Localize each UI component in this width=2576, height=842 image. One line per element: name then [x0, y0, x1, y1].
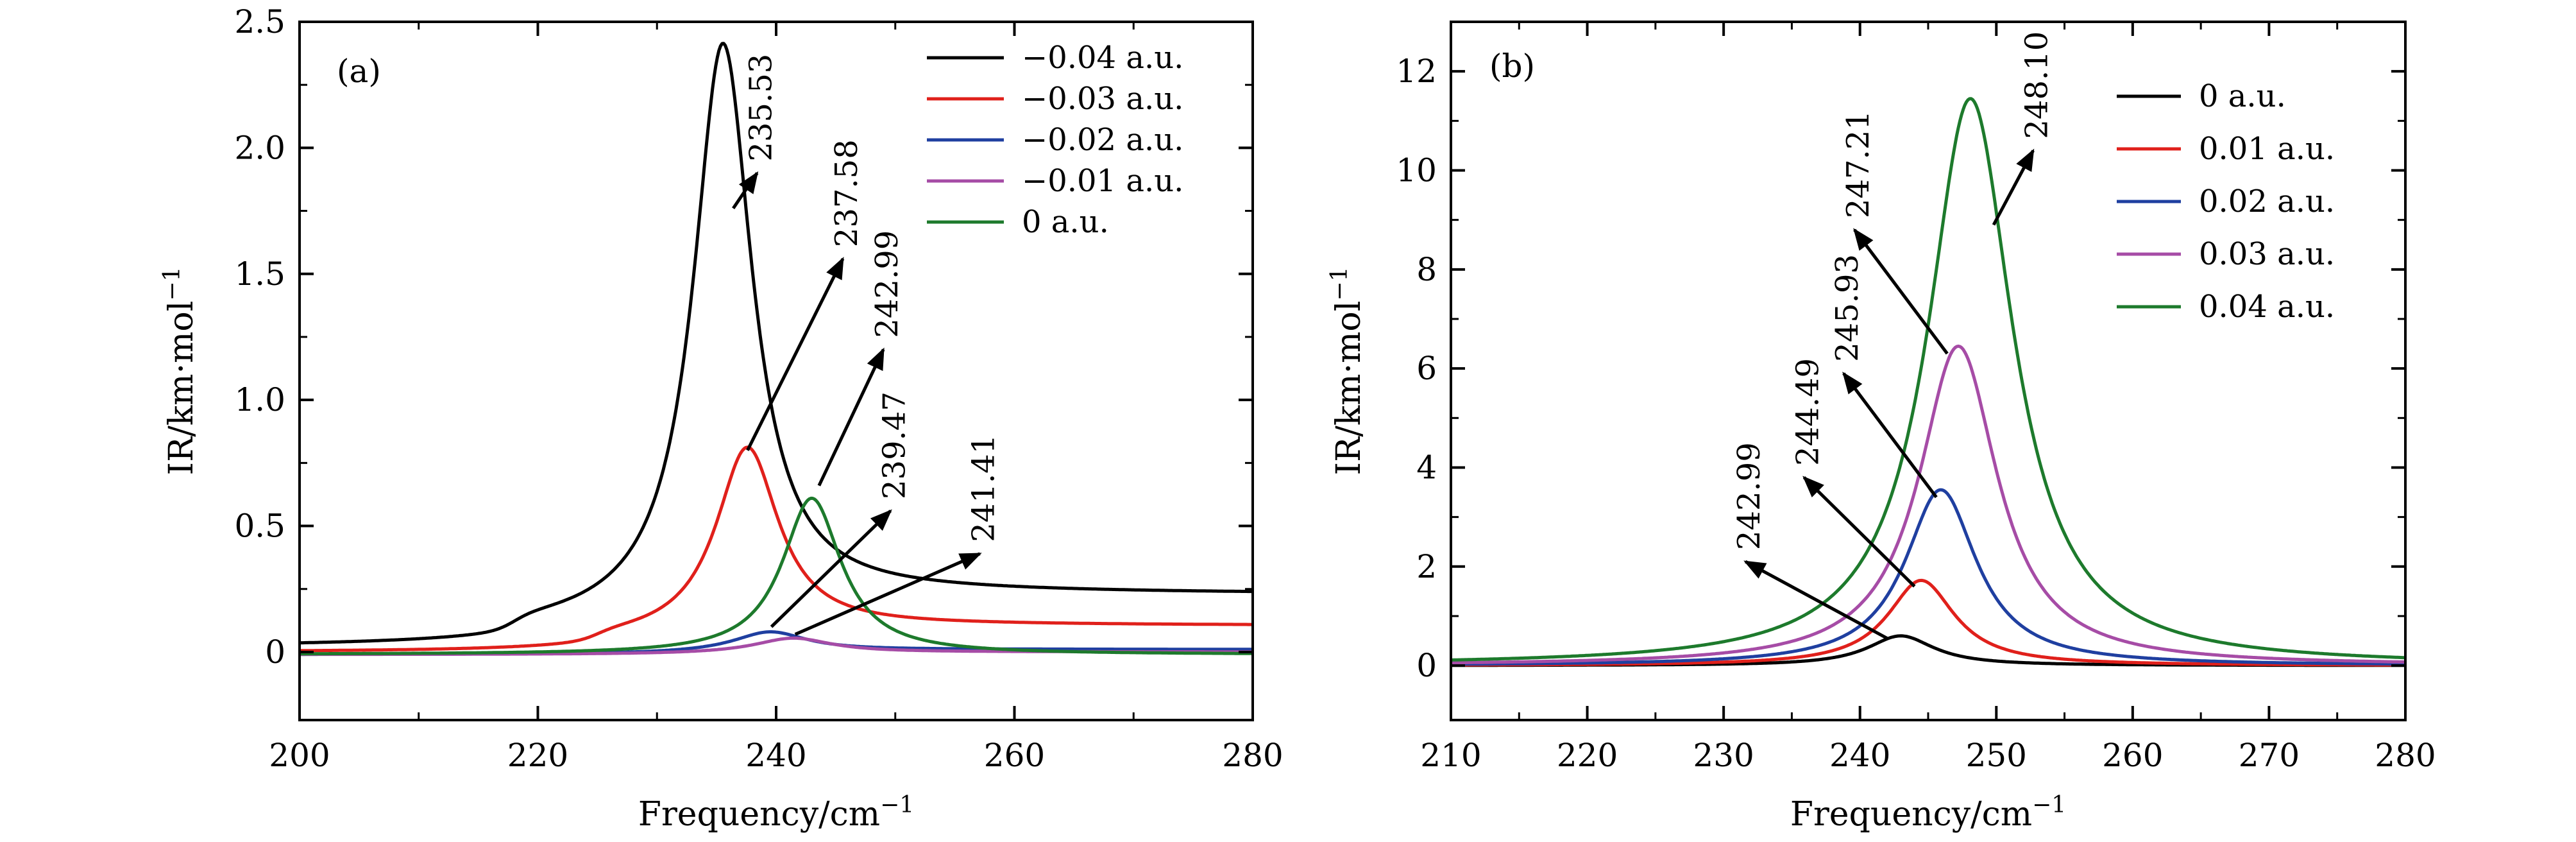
annotation-arrow-2 [1842, 372, 1938, 499]
x-tick-label: 250 [1966, 737, 2027, 774]
y-tick-label: 0.5 [234, 508, 285, 545]
x-tick-label: 270 [2239, 737, 2300, 774]
y-tick-label: 12 [1396, 53, 1437, 90]
series-line-1 [300, 445, 1253, 653]
legend-label-0: −0.04 a.u. [1022, 40, 1183, 76]
series-line-1 [1451, 578, 2405, 667]
legend-label-3: −0.01 a.u. [1022, 163, 1183, 199]
annotation-arrow-4 [1992, 148, 2035, 226]
series-line-2 [1451, 488, 2405, 666]
series-line-0 [299, 42, 1253, 645]
series-line-3 [1450, 344, 2405, 665]
y-tick-label: 2.0 [234, 129, 285, 166]
annotation-arrow-3 [1853, 228, 1949, 355]
annotation-label-1: 237.58 [829, 139, 865, 247]
panel-b-label: (b) [1489, 47, 1535, 85]
y-tick-label: 2 [1416, 548, 1437, 585]
annotation-label-0: 235.53 [743, 54, 779, 162]
panel-a-label: (a) [337, 53, 381, 90]
annotation-arrow-1 [746, 257, 845, 451]
annotation-arrow-4 [794, 552, 982, 636]
annotation-label-4: 248.10 [2019, 31, 2055, 139]
y-tick-label: 6 [1416, 350, 1437, 387]
annotation-label-0: 242.99 [1731, 442, 1767, 550]
x-tick-label: 200 [269, 737, 330, 774]
x-tick-label: 260 [2102, 737, 2163, 774]
annotation-label-3: 239.47 [876, 391, 912, 499]
annotation-label-4: 241.41 [966, 434, 1002, 542]
y-tick-label: 10 [1396, 151, 1437, 189]
annotation-label-2: 242.99 [869, 230, 905, 338]
y-tick-label: 0 [1416, 647, 1437, 684]
y-tick-label: 8 [1416, 251, 1437, 288]
plot-frame [1450, 21, 2407, 721]
annotation-arrow-0 [732, 171, 759, 210]
y-tick-label: 1.5 [234, 255, 285, 293]
legend-label-4: 0.04 a.u. [2199, 289, 2335, 325]
x-tick-label: 210 [1420, 737, 1481, 774]
y-tick-label: 0 [265, 633, 285, 671]
x-axis-title: Frequency/cm−1 [638, 792, 914, 834]
y-tick-label: 4 [1416, 449, 1437, 486]
annotation-arrow-0 [1743, 560, 1888, 640]
x-tick-label: 230 [1693, 737, 1754, 774]
x-tick-label: 220 [1557, 737, 1618, 774]
y-tick-label: 1.0 [234, 381, 285, 418]
annotation-label-1: 244.49 [1790, 358, 1826, 466]
legend-label-0: 0 a.u. [2199, 78, 2286, 114]
legend-label-2: −0.02 a.u. [1022, 122, 1183, 158]
annotation-label-3: 247.21 [1840, 110, 1876, 218]
annotation-label-2: 245.93 [1829, 254, 1865, 362]
y-axis-title: IR/km·mol−1 [1326, 267, 1368, 476]
x-tick-label: 240 [745, 737, 806, 774]
y-axis-title: IR/km·mol−1 [159, 267, 201, 476]
annotation-arrow-2 [817, 347, 885, 486]
y-tick-label: 2.5 [234, 3, 285, 40]
x-tick-label: 280 [2375, 737, 2436, 774]
x-tick-label: 240 [1829, 737, 1890, 774]
legend-label-1: −0.03 a.u. [1022, 81, 1183, 117]
annotation-arrow-3 [770, 509, 892, 628]
legend-label-4: 0 a.u. [1022, 204, 1109, 240]
x-axis-title: Frequency/cm−1 [1790, 792, 2066, 834]
x-tick-label: 260 [984, 737, 1045, 774]
series-line-4 [1451, 97, 2406, 662]
x-tick-label: 280 [1222, 737, 1283, 774]
series-line-4 [300, 496, 1253, 656]
x-tick-label: 220 [507, 737, 568, 774]
legend-label-3: 0.03 a.u. [2199, 236, 2335, 272]
legend-label-2: 0.02 a.u. [2199, 184, 2335, 219]
legend-label-1: 0.01 a.u. [2199, 131, 2335, 167]
annotation-arrow-1 [1802, 476, 1916, 588]
